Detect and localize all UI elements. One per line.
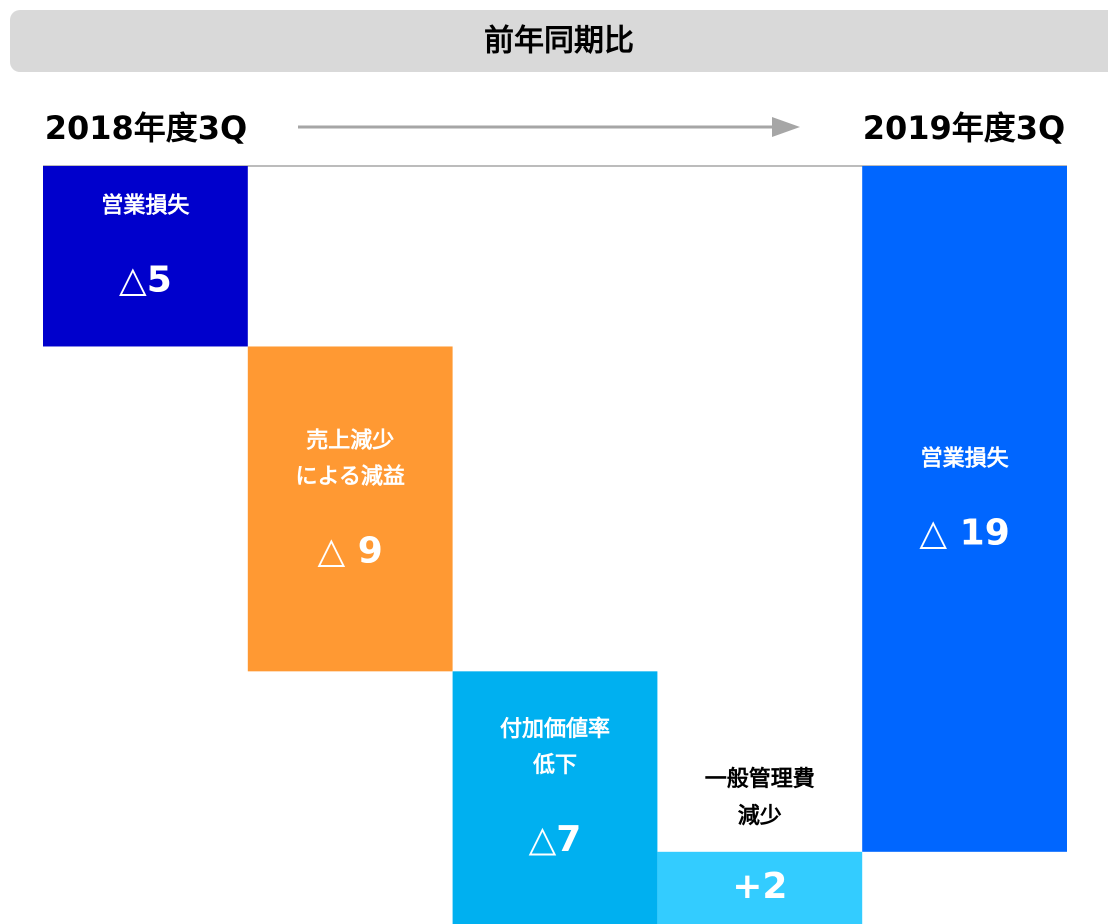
title-banner	[10, 10, 1108, 72]
category-label: 低下	[532, 753, 577, 778]
bar	[862, 166, 1067, 852]
start-label: 2018年度3Q	[45, 109, 248, 147]
bar	[452, 671, 658, 924]
value-label: △5	[119, 260, 172, 301]
value-label: △7	[529, 819, 582, 860]
arrow-head	[772, 117, 800, 137]
bar	[43, 166, 248, 347]
category-label: による減益	[296, 463, 405, 489]
category-label: 営業損失	[921, 445, 1010, 471]
end-label: 2019年度3Q	[863, 109, 1066, 147]
category-label: 営業損失	[101, 193, 190, 219]
category-label: 付加価値率	[500, 716, 610, 742]
value-label: +2	[732, 866, 787, 907]
bar	[657, 851, 863, 924]
category-label: 減少	[738, 804, 782, 829]
category-label: 一般管理費	[705, 766, 815, 792]
bar	[247, 346, 453, 672]
category-label: 売上減少	[306, 427, 394, 453]
value-label: △ 9	[318, 530, 383, 571]
value-label: △ 19	[919, 512, 1009, 553]
chart-title: 前年同期比	[484, 24, 634, 59]
